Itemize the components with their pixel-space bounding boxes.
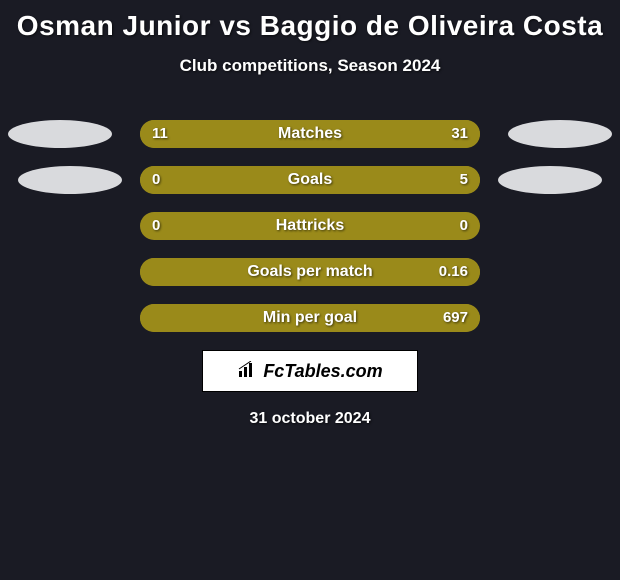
player-left-avatar-2	[18, 166, 122, 194]
stat-label: Matches	[140, 120, 480, 148]
stat-row: Min per goal 697	[140, 304, 480, 332]
stat-label: Goals per match	[140, 258, 480, 286]
stats-rows: 11 Matches 31 0 Goals 5 0 Hattricks 0	[0, 120, 620, 332]
value-right: 31	[451, 120, 468, 148]
comparison-infographic: Osman Junior vs Baggio de Oliveira Costa…	[0, 0, 620, 580]
player-left-avatar-1	[8, 120, 112, 148]
value-right: 5	[460, 166, 468, 194]
player-right-avatar-2	[498, 166, 602, 194]
stat-label: Goals	[140, 166, 480, 194]
stat-label: Min per goal	[140, 304, 480, 332]
footer-brand-box: FcTables.com	[202, 350, 418, 392]
player-right-avatar-1	[508, 120, 612, 148]
value-right: 697	[443, 304, 468, 332]
subtitle: Club competitions, Season 2024	[0, 56, 620, 76]
footer-brand-text: FcTables.com	[263, 361, 382, 382]
bar-chart-icon	[237, 361, 259, 382]
value-right: 0.16	[439, 258, 468, 286]
stat-row: 0 Goals 5	[140, 166, 480, 194]
page-title: Osman Junior vs Baggio de Oliveira Costa	[0, 0, 620, 42]
footer-date: 31 october 2024	[0, 410, 620, 428]
stat-row: 0 Hattricks 0	[140, 212, 480, 240]
stat-row: 11 Matches 31	[140, 120, 480, 148]
stat-label: Hattricks	[140, 212, 480, 240]
stat-row: Goals per match 0.16	[140, 258, 480, 286]
value-right: 0	[460, 212, 468, 240]
